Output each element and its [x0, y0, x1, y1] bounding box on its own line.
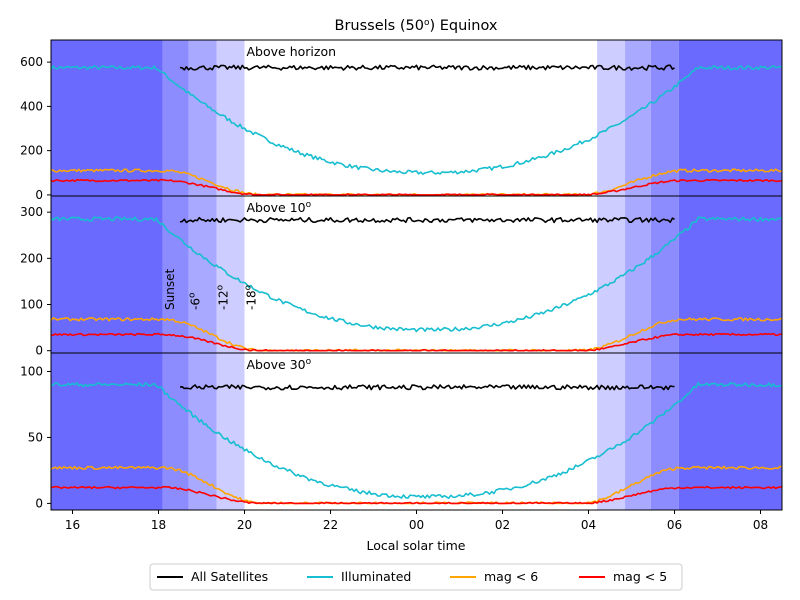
x-axis-label: Local solar time — [366, 538, 465, 553]
x-tick-label: 02 — [495, 518, 510, 532]
y-tick-label: 600 — [20, 55, 43, 69]
x-tick-label: 08 — [753, 518, 768, 532]
panel-1: 0 200 400 600 Above horizon — [20, 39, 783, 202]
panel-label: Above horizon — [247, 44, 337, 59]
y-tick-label: 100 — [20, 364, 43, 378]
x-tick-label: 20 — [237, 518, 252, 532]
night-band-morning — [678, 40, 782, 196]
y-tick-label: 0 — [35, 496, 43, 510]
legend-entry-label: All Satellites — [191, 569, 268, 584]
astronomical-dawn-band — [597, 40, 626, 196]
legend-entry-label: mag < 5 — [613, 569, 667, 584]
civil-twilight-band — [188, 40, 217, 196]
all-satellites-line — [179, 216, 675, 224]
x-tick-label: 00 — [409, 518, 424, 532]
sunset-band — [162, 353, 189, 510]
x-tick-label: 22 — [323, 518, 338, 532]
panel-label: Above 30o — [247, 357, 312, 372]
night-band-evening — [51, 196, 163, 353]
x-axis: 16 18 20 22 00 02 04 06 08 — [65, 510, 768, 532]
panels: 0 200 400 600 Above horizon 0 100 200 300 Above 1… — [20, 39, 783, 511]
y-tick-label: 200 — [20, 144, 43, 158]
illuminated-line — [50, 216, 783, 333]
panel-2: 0 100 200 300 Above 10o Sunset -6o -12o -18o — [20, 195, 783, 358]
panel-label: Above 10o — [247, 200, 312, 215]
astronomical-dawn-band — [597, 353, 626, 510]
legend-box — [149, 563, 683, 591]
mag-lt-5-line — [50, 332, 783, 352]
mag-lt-5-line — [50, 485, 783, 505]
x-tick-label: 04 — [581, 518, 596, 532]
y-tick-label: 0 — [35, 188, 43, 202]
night-band-morning — [678, 353, 782, 510]
x-tick-label: 16 — [65, 518, 80, 532]
mag-lt-5-line — [50, 178, 783, 196]
x-tick-label: 06 — [667, 518, 682, 532]
all-satellites-line — [179, 64, 675, 71]
twilight-label: -18o — [244, 284, 259, 310]
twilight-label: -6o — [188, 292, 203, 310]
twilight-label: Sunset — [163, 269, 177, 310]
y-tick-label: 300 — [20, 205, 43, 219]
civil-dawn-band — [650, 353, 679, 510]
legend-entry-label: Illuminated — [341, 569, 411, 584]
panel-3: 0 50 100 Above 30o — [20, 352, 783, 511]
all-satellites-line — [179, 384, 675, 391]
twilight-label: -12o — [216, 284, 231, 310]
y-tick-label: 0 — [35, 344, 43, 358]
night-band-evening — [51, 40, 163, 196]
astronomical-dawn-band — [597, 196, 626, 353]
legend-entry-label: mag < 6 — [484, 569, 538, 584]
night-band-evening — [51, 353, 163, 510]
illuminated-line — [50, 65, 783, 175]
y-tick-label: 100 — [20, 298, 43, 312]
nautical-dawn-band — [625, 40, 651, 196]
chart-title: Brussels (50o) Equinox — [335, 18, 498, 34]
astronomical-twilight-band — [216, 40, 245, 196]
y-tick-label: 200 — [20, 251, 43, 265]
illuminated-line — [50, 381, 783, 500]
sunset-band — [162, 196, 189, 353]
legend: All Satellites Illuminated mag < 6 mag < 5 — [149, 563, 683, 591]
astronomical-twilight-band — [216, 353, 245, 510]
civil-dawn-band — [650, 196, 679, 353]
y-tick-label: 400 — [20, 99, 43, 113]
x-tick-label: 18 — [151, 518, 166, 532]
mag-lt-6-line — [50, 317, 783, 352]
y-tick-label: 50 — [28, 430, 43, 444]
